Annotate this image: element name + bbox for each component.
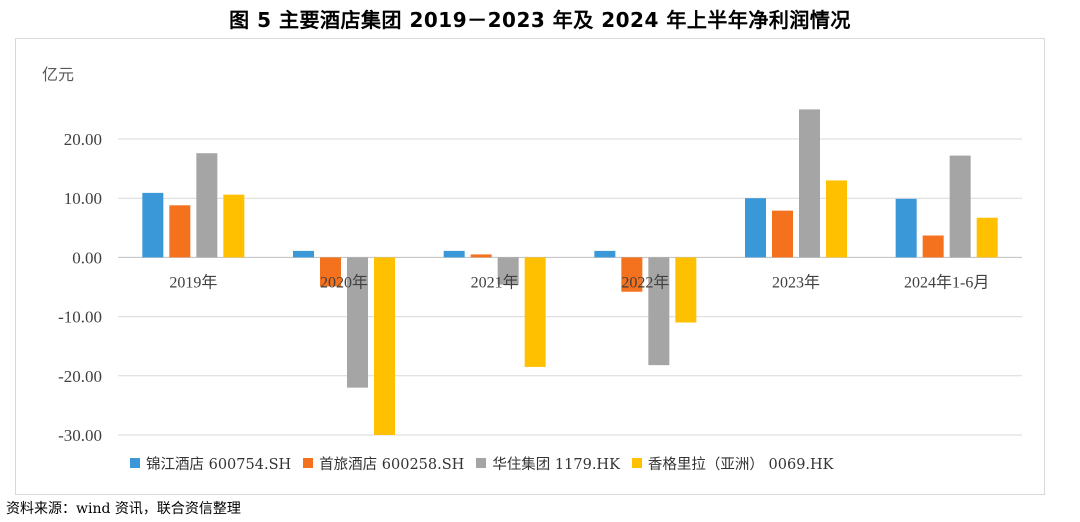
- bar: [293, 250, 314, 258]
- legend-item: 香格里拉（亚洲） 0069.HK: [631, 453, 834, 474]
- y-tick-label: -10.00: [58, 308, 102, 327]
- legend-swatch: [130, 458, 140, 468]
- chart-legend: 锦江酒店 600754.SH 首旅酒店 600258.SH 华住集团 1179.HK…: [130, 453, 846, 473]
- bar: [142, 192, 164, 258]
- bar: [976, 217, 998, 258]
- bar: [169, 205, 191, 258]
- x-tick-label: 2023年: [772, 273, 820, 291]
- legend-item: 华住集团 1179.HK: [476, 453, 620, 474]
- x-tick-label: 2019年: [169, 273, 217, 291]
- bar: [922, 235, 944, 258]
- bar: [196, 153, 218, 258]
- x-tick-label: 2022年: [621, 273, 669, 291]
- chart-frame: [15, 38, 1045, 495]
- y-tick-label: 0.00: [72, 248, 102, 267]
- bar: [470, 254, 492, 258]
- legend-swatch: [303, 458, 314, 468]
- bar: [374, 257, 395, 435]
- y-tick-label: 20.00: [64, 130, 102, 149]
- bar: [443, 250, 465, 258]
- bar: [895, 198, 917, 258]
- source-note: 资料来源：wind 资讯，联合资信整理: [6, 501, 241, 517]
- y-tick-label: -30.00: [58, 426, 102, 445]
- legend-label: 首旅酒店 600258.SH: [319, 456, 465, 473]
- bar: [594, 250, 616, 258]
- bar: [223, 194, 245, 258]
- bar: [497, 257, 519, 285]
- x-tick-label: 2021年: [471, 273, 519, 291]
- y-tick-label: 10.00: [64, 189, 102, 208]
- legend-swatch: [476, 458, 487, 468]
- bar: [949, 155, 971, 258]
- y-axis-label: 亿元: [42, 65, 74, 84]
- legend-label: 华住集团 1179.HK: [492, 456, 620, 473]
- legend-item: 锦江酒店 600754.SH: [130, 453, 291, 474]
- legend-label: 香格里拉（亚洲） 0069.HK: [647, 456, 834, 473]
- bar: [621, 257, 643, 292]
- legend-label: 锦江酒店 600754.SH: [146, 456, 292, 473]
- chart-title: 图 5 主要酒店集团 2019－2023 年及 2024 年上半年净利润情况: [229, 8, 851, 32]
- bar: [745, 198, 766, 258]
- legend-swatch: [631, 458, 642, 468]
- bar: [675, 257, 697, 323]
- bar: [320, 257, 341, 287]
- bar: [772, 210, 793, 258]
- y-tick-label: -20.00: [58, 367, 102, 386]
- x-tick-label: 2024年1-6月: [904, 273, 989, 291]
- bar: [347, 257, 368, 388]
- bar: [524, 257, 546, 367]
- bar: [826, 180, 847, 258]
- bar: [799, 109, 820, 258]
- x-tick-label: 2020年: [320, 273, 368, 291]
- bar: [648, 257, 670, 366]
- legend-item: 首旅酒店 600258.SH: [303, 453, 464, 474]
